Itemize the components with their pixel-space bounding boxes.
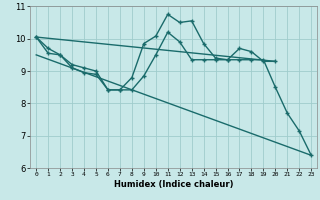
X-axis label: Humidex (Indice chaleur): Humidex (Indice chaleur): [114, 180, 234, 189]
